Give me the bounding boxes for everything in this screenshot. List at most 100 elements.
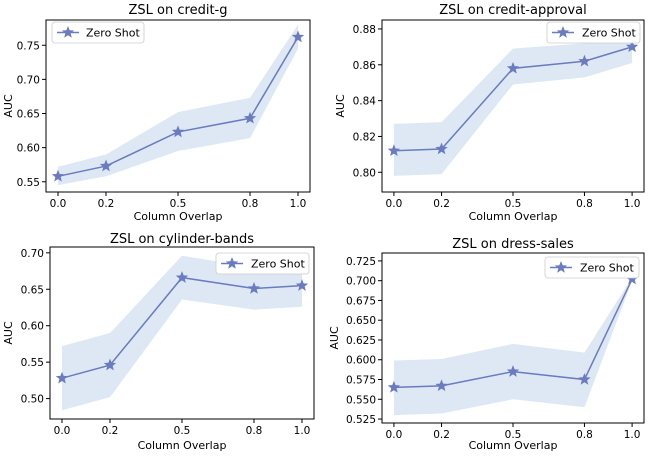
subplot-credit-approval: ZSL on credit-approval Column Overlap AU… [334, 3, 645, 223]
legend-star-marker [556, 26, 570, 38]
data-point-star [506, 365, 520, 377]
data-point-star [506, 61, 520, 74]
legend-star-marker [61, 26, 75, 38]
confidence-band [393, 277, 633, 416]
y-tick-label: 0.86 [353, 60, 377, 72]
x-tick-label: 0.8 [246, 425, 263, 437]
subplot-dress-sales: ZSL on dress-sales Column Overlap AUC Ze… [328, 237, 645, 452]
y-tick-label: 0.65 [21, 284, 44, 296]
y-tick-label: 0.80 [353, 167, 376, 179]
y-tick-label: 0.82 [353, 131, 376, 143]
x-axis-label: Column Overlap [134, 210, 223, 223]
x-tick-label: 0.2 [433, 429, 450, 441]
y-tick-label: 0.60 [17, 143, 40, 155]
data-point-star [243, 111, 257, 124]
data-point-star [103, 358, 117, 371]
x-axis-label: Column Overlap [469, 439, 558, 452]
data-point-star [578, 373, 591, 385]
y-axis-label: AUC [334, 94, 347, 118]
subplot-title: ZSL on dress-sales [452, 237, 574, 252]
y-tick-label: 0.55 [21, 357, 44, 369]
data-point-star [578, 54, 591, 67]
data-point-star [99, 159, 113, 172]
y-tick-label: 0.60 [21, 321, 44, 333]
x-tick-label: 0.2 [433, 198, 450, 210]
y-tick-label: 0.625 [346, 335, 376, 347]
data-point-star [295, 279, 309, 291]
x-tick-label: 0.5 [505, 198, 522, 210]
y-tick-label: 0.55 [17, 177, 40, 189]
y-tick-label: 0.650 [346, 315, 376, 327]
data-point-star [175, 271, 189, 283]
x-tick-label: 1.0 [624, 198, 641, 210]
subplot-credit-g: ZSL on credit-g Column Overlap AUC Zero … [2, 3, 311, 223]
y-tick-label: 0.84 [353, 96, 377, 108]
x-tick-label: 1.0 [290, 198, 307, 210]
data-point-star [435, 379, 448, 392]
data-point-star [51, 169, 65, 182]
data-point-star [387, 380, 401, 393]
y-axis-label: AUC [2, 321, 15, 345]
legend-star-marker [225, 257, 239, 269]
y-tick-label: 0.50 [21, 394, 44, 406]
y-tick-label: 0.700 [346, 276, 376, 288]
confidence-band [58, 24, 298, 186]
x-tick-label: 0.5 [170, 198, 187, 210]
subplot-title: ZSL on cylinder-bands [110, 232, 254, 247]
data-point-star [625, 40, 639, 53]
legend-box [51, 21, 145, 44]
subplot-title: ZSL on credit-g [129, 3, 228, 18]
x-tick-label: 0.8 [576, 429, 593, 441]
data-point-star [247, 282, 261, 294]
data-point-star [387, 144, 401, 157]
y-tick-label: 0.575 [346, 375, 376, 387]
y-tick-label: 0.65 [17, 109, 40, 121]
x-tick-label: 0.0 [54, 425, 71, 437]
y-axis-label: AUC [328, 326, 341, 350]
legend-label: Zero Shot [580, 262, 634, 275]
x-tick-label: 0.5 [174, 425, 191, 437]
y-tick-label: 0.725 [346, 256, 376, 268]
data-point-star [55, 371, 69, 384]
x-tick-label: 0.0 [386, 198, 403, 210]
legend-label: Zero Shot [582, 27, 636, 40]
legend: Zero Shot [544, 256, 640, 279]
legend-label: Zero Shot [86, 27, 140, 40]
x-tick-label: 0.0 [50, 198, 67, 210]
legend-box [546, 21, 641, 44]
x-tick-label: 0.2 [102, 425, 119, 437]
x-tick-label: 0.8 [242, 198, 259, 210]
x-tick-label: 1.0 [624, 429, 641, 441]
subplot-title: ZSL on credit-approval [439, 3, 586, 18]
x-tick-label: 0.8 [576, 198, 593, 210]
x-tick-label: 0.5 [505, 429, 522, 441]
data-point-star [435, 142, 448, 155]
x-axis-label: Column Overlap [138, 439, 227, 452]
y-tick-label: 0.88 [353, 24, 376, 36]
data-point-star [625, 272, 639, 285]
y-tick-label: 0.70 [21, 248, 44, 260]
data-point-star [171, 125, 185, 138]
legend: Zero Shot [215, 252, 310, 275]
legend-label: Zero Shot [251, 258, 305, 271]
y-tick-label: 0.525 [346, 414, 376, 426]
x-axis-label: Column Overlap [469, 210, 558, 223]
data-point-star [291, 30, 305, 43]
x-tick-label: 1.0 [294, 425, 311, 437]
x-tick-label: 0.2 [98, 198, 115, 210]
confidence-band [393, 28, 633, 176]
y-tick-label: 0.75 [17, 40, 40, 52]
y-tick-label: 0.550 [346, 394, 376, 406]
legend-box [544, 256, 640, 279]
y-tick-label: 0.600 [346, 355, 376, 367]
subplot-cylinder-bands: ZSL on cylinder-bands Column Overlap AUC… [2, 232, 315, 452]
legend: Zero Shot [51, 21, 145, 44]
legend: Zero Shot [546, 21, 641, 44]
x-tick-label: 0.0 [386, 429, 403, 441]
y-tick-label: 0.675 [346, 295, 376, 307]
y-tick-label: 0.70 [17, 74, 40, 86]
y-axis-label: AUC [2, 94, 15, 118]
confidence-band [62, 255, 302, 411]
legend-star-marker [554, 261, 568, 273]
